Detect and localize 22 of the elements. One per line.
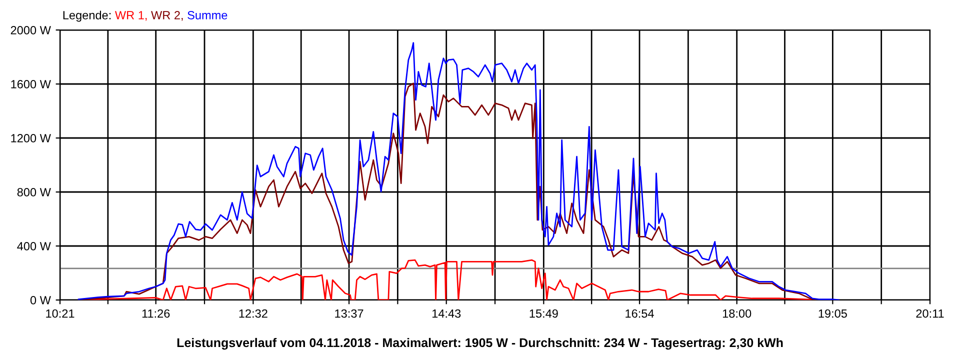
y-tick-label: 1600 W [11,80,51,88]
x-tick-label: 12:32 [239,309,268,318]
text: Summe [188,11,228,20]
x-tick-label: 16:54 [626,309,654,318]
y-tick-label: 0 W [30,296,51,304]
x-tick-label: 20:11 [916,309,944,318]
x-tick-label: 10:21 [46,309,74,318]
text: WR 2, [151,11,183,21]
legend-title: Legende: [63,10,111,22]
x-tick-label: 11:26 [142,309,170,318]
y-tick-label: 1200 W [11,134,51,142]
x-tick-label: 13:37 [335,309,364,318]
x-tick-label: 18:00 [722,309,752,318]
y-tick-label: 800 W [17,188,51,196]
y-tick-label: 400 W [17,242,51,250]
text: WR 1, [114,11,147,21]
text: Leistungsverlauf vom 04.11.2018 - Maximalwert: 1905 W - Durchschnitt: 234 W - Tagesertrag: 2,30 kWh [177,338,783,350]
y-tick-label: 2000 W [10,26,51,34]
x-tick-label: 14:43 [432,309,461,318]
line-series [78,42,840,300]
x-tick-label: 19:05 [818,309,847,318]
x-tick-label: 15:49 [530,309,558,318]
